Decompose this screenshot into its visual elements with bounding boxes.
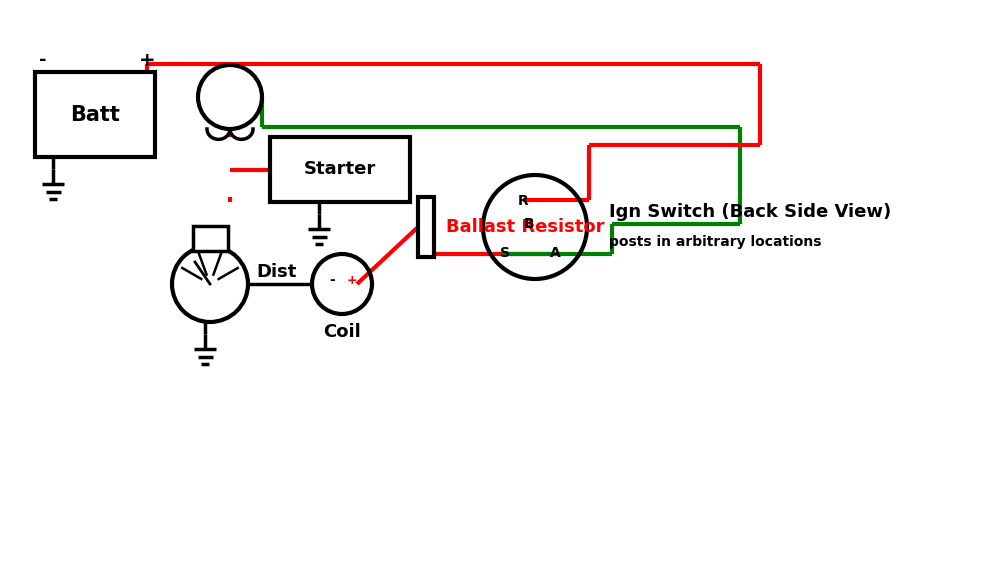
Bar (418, 197, 434, 257)
Text: B: B (524, 217, 534, 231)
Text: S: S (500, 246, 510, 260)
Text: -: - (39, 51, 47, 69)
Text: -: - (329, 273, 335, 287)
Text: A: A (550, 246, 560, 260)
Bar (270, 137, 410, 202)
Text: Dist: Dist (256, 263, 296, 281)
Text: Starter: Starter (304, 161, 376, 179)
Text: Ign Switch (Back Side View): Ign Switch (Back Side View) (609, 203, 891, 221)
Text: Batt: Batt (70, 105, 120, 125)
Text: Coil: Coil (323, 323, 361, 341)
Bar (192, 226, 228, 251)
Text: posts in arbitrary locations: posts in arbitrary locations (609, 235, 821, 249)
Text: R: R (518, 194, 528, 208)
Bar (35, 72, 155, 157)
Text: +: + (347, 274, 357, 287)
Text: +: + (139, 51, 155, 70)
Text: Ballast Resistor: Ballast Resistor (446, 218, 604, 236)
